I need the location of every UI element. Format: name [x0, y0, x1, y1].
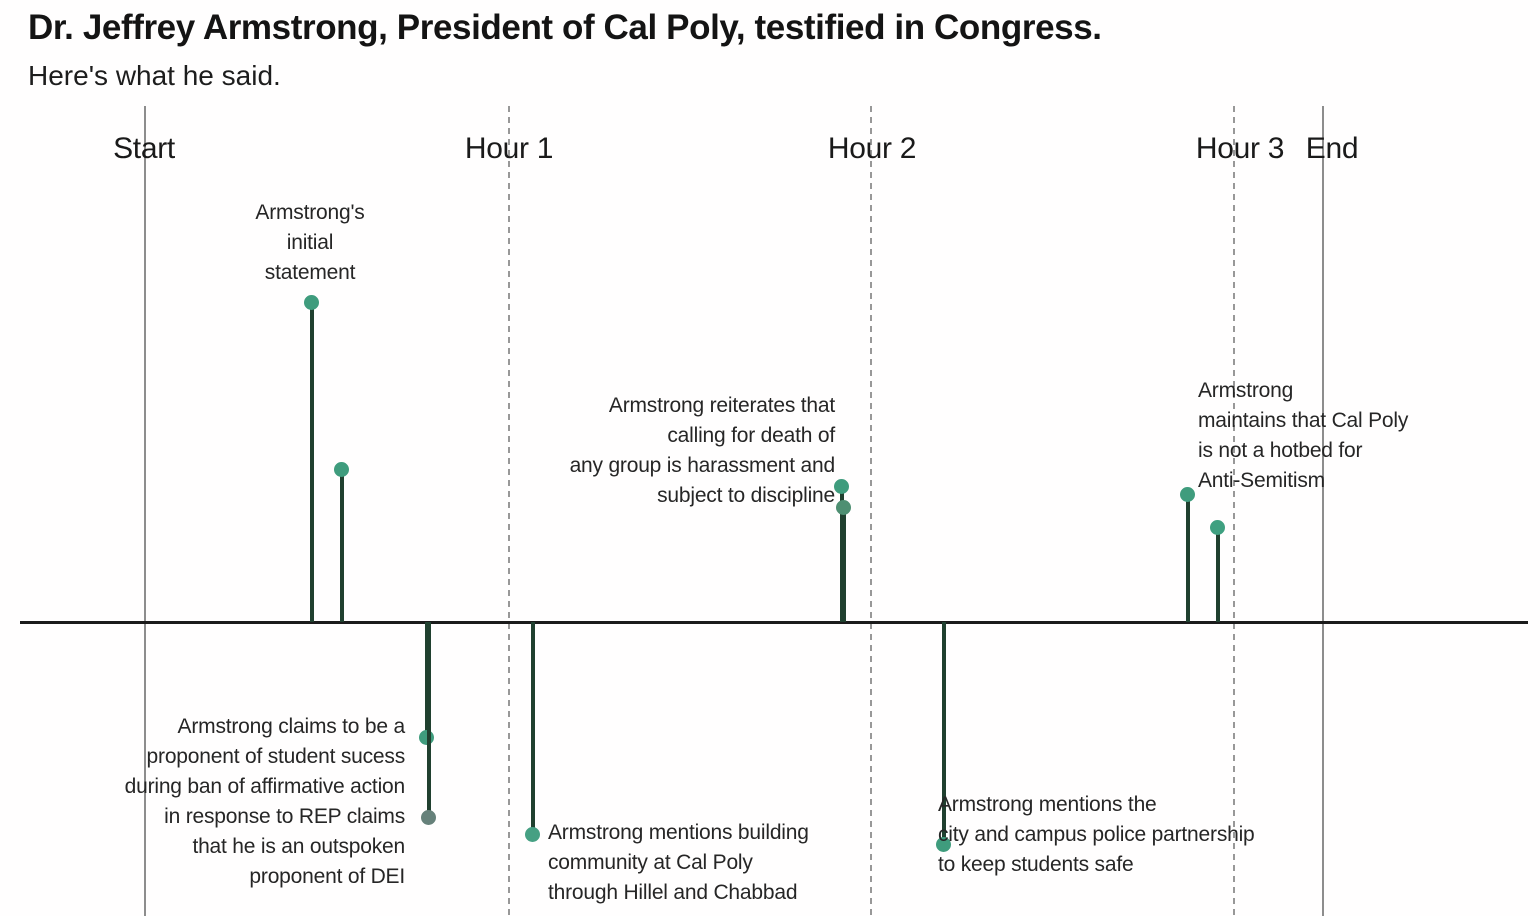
event-stem: [1186, 495, 1190, 622]
annotation-line: city and campus police partnership: [938, 823, 1255, 846]
annotation-line: maintains that Cal Poly: [1198, 409, 1409, 432]
annotation-line: calling for death of: [667, 424, 835, 447]
event-annotation: Armstrong reiterates that calling for dea…: [569, 391, 836, 511]
event-dot: [421, 810, 436, 825]
annotation-line: in response to REP claims: [164, 805, 405, 828]
event-dot: [836, 500, 851, 515]
event-dot: [1210, 520, 1225, 535]
marker-label-start: Start: [113, 132, 175, 165]
event-annotation: Armstrong's initial statement: [255, 198, 364, 288]
marker-label-hour-3: Hour 3: [1195, 132, 1285, 165]
event-dot: [334, 462, 349, 477]
annotation-line: Armstrong reiterates that: [608, 394, 835, 417]
annotation-line: Anti-Semitism: [1198, 469, 1325, 492]
timeline-axis: [20, 621, 1528, 624]
event-dot: [304, 295, 319, 310]
annotation-line: Armstrong's: [255, 201, 365, 224]
event-stem: [842, 508, 846, 622]
event-stem: [942, 622, 946, 845]
event-annotation: Armstrong mentions the city and campus po…: [938, 790, 1255, 880]
event-dot: [834, 479, 849, 494]
event-annotation: Armstrong mentions building community at …: [548, 818, 809, 908]
marker-line-hour-2: [870, 106, 872, 916]
event-stem: [340, 470, 344, 622]
annotation-line: any group is harassment and: [569, 454, 836, 477]
marker-label-end: End: [1305, 132, 1359, 165]
annotation-line: Armstrong: [1198, 379, 1294, 402]
marker-line-hour-1: [508, 106, 510, 916]
annotation-line: Armstrong claims to be a: [177, 715, 406, 738]
page-title: Dr. Jeffrey Armstrong, President of Cal …: [28, 8, 1102, 47]
event-dot: [936, 837, 951, 852]
annotation-line: that he is an outspoken: [192, 835, 405, 858]
event-dot: [525, 827, 540, 842]
marker-line-start: [144, 106, 146, 916]
annotation-line: initial: [286, 231, 334, 254]
annotation-line: community at Cal Poly: [548, 851, 753, 874]
annotation-line: Armstrong mentions the: [938, 793, 1157, 816]
page-subtitle: Here's what he said.: [28, 60, 281, 91]
event-stem: [1216, 528, 1220, 622]
annotation-line: proponent of student sucess: [146, 745, 406, 768]
annotation-line: during ban of affirmative action: [124, 775, 406, 798]
annotation-line: statement: [264, 261, 356, 284]
event-stem: [310, 303, 314, 622]
event-stem: [427, 622, 431, 818]
marker-label-hour-1: Hour 1: [464, 132, 554, 165]
event-dot: [1180, 487, 1195, 502]
annotation-line: through Hillel and Chabbad: [548, 881, 798, 904]
annotation-line: is not a hotbed for: [1198, 439, 1363, 462]
event-annotation: Armstrong maintains that Cal Poly is not a…: [1198, 376, 1408, 496]
marker-label-hour-2: Hour 2: [827, 132, 917, 165]
annotation-line: proponent of DEI: [249, 865, 405, 888]
annotation-line: Armstrong mentions building: [548, 821, 809, 844]
event-annotation: Armstrong claims to be a proponent of stu…: [124, 712, 406, 892]
marker-line-hour-3: [1233, 106, 1235, 916]
marker-line-end: [1322, 106, 1324, 916]
event-stem: [531, 622, 535, 835]
annotation-line: to keep students safe: [938, 853, 1134, 876]
annotation-line: subject to discipline: [657, 484, 835, 507]
